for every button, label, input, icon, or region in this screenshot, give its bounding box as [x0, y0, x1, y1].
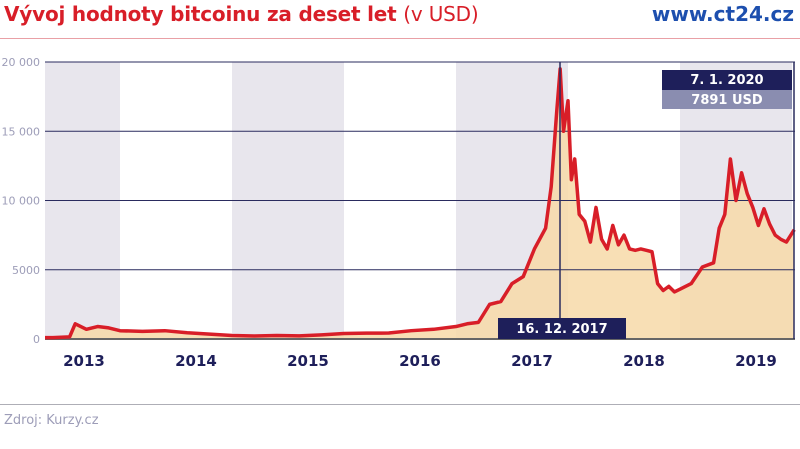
x-tick-label: 2014: [175, 352, 217, 370]
x-tick-label: 2013: [63, 352, 105, 370]
y-tick-label: 20 000: [2, 56, 41, 69]
peak-date-box: [498, 318, 626, 339]
x-tick-label: 2016: [399, 352, 441, 370]
area-fill: [45, 68, 795, 340]
title-main: Vývoj hodnoty bitcoinu za deset let: [4, 2, 397, 26]
latest-date-box: [662, 70, 792, 90]
latest-value-box: [662, 90, 792, 109]
footer-divider: [0, 404, 800, 405]
y-tick-label: 0: [33, 333, 40, 346]
y-tick-label: 10 000: [2, 195, 41, 208]
title-unit: (v USD): [403, 2, 479, 26]
price-line: [45, 67, 796, 340]
chart-title: Vývoj hodnoty bitcoinu za deset let (v U…: [4, 2, 479, 26]
header-divider: [0, 38, 800, 39]
x-tick-label: 2019: [735, 352, 777, 370]
y-tick-label: 15 000: [2, 125, 41, 138]
x-tick-label: 2017: [511, 352, 553, 370]
latest-date-label: 7. 1. 2020: [690, 73, 763, 88]
source-note: Zdroj: Kurzy.cz: [4, 413, 99, 428]
brand-link[interactable]: www.ct24.cz: [651, 2, 794, 26]
peak-date-label: 16. 12. 2017: [516, 322, 607, 337]
x-tick-label: 2018: [623, 352, 665, 370]
x-tick-label: 2015: [287, 352, 329, 370]
y-tick-label: 5000: [12, 264, 40, 277]
latest-value-label: 7891 USD: [691, 93, 763, 108]
bitcoin-chart: 0 5000 10 000 15 000 20 000 2013 2014 2015 2016 2…: [2, 56, 796, 370]
